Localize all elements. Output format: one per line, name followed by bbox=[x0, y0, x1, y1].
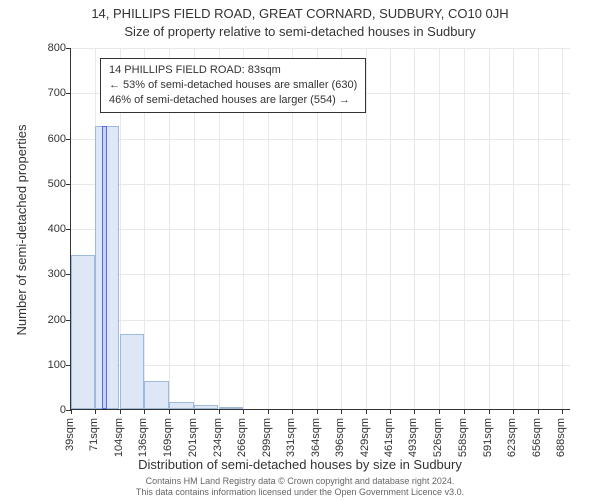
gridline-v bbox=[464, 48, 465, 409]
xtick-label: 104sqm bbox=[113, 418, 125, 457]
chart-subtitle: Size of property relative to semi-detach… bbox=[0, 24, 600, 39]
annotation-box: 14 PHILLIPS FIELD ROAD: 83sqm ← 53% of s… bbox=[100, 58, 366, 113]
ytick-mark bbox=[66, 48, 71, 49]
xtick-label: 429sqm bbox=[359, 418, 371, 457]
histogram-bar bbox=[194, 405, 218, 409]
xtick-label: 331sqm bbox=[285, 418, 297, 457]
gridline-h bbox=[71, 139, 570, 140]
xtick-mark bbox=[341, 409, 342, 414]
xtick-mark bbox=[390, 409, 391, 414]
xtick-label: 396sqm bbox=[334, 418, 346, 457]
xtick-label: 623sqm bbox=[506, 418, 518, 457]
ytick-mark bbox=[66, 139, 71, 140]
gridline-v bbox=[513, 48, 514, 409]
footer-line1: Contains HM Land Registry data © Crown c… bbox=[0, 476, 600, 487]
ytick-mark bbox=[66, 229, 71, 230]
xtick-label: 656sqm bbox=[531, 418, 543, 457]
xtick-mark bbox=[538, 409, 539, 414]
xtick-mark bbox=[292, 409, 293, 414]
gridline-h bbox=[71, 320, 570, 321]
ytick-label: 600 bbox=[26, 133, 66, 145]
xtick-label: 169sqm bbox=[162, 418, 174, 457]
xtick-mark bbox=[71, 409, 72, 414]
xtick-label: 688sqm bbox=[555, 418, 567, 457]
ytick-label: 0 bbox=[26, 404, 66, 416]
ytick-label: 500 bbox=[26, 178, 66, 190]
ytick-label: 300 bbox=[26, 268, 66, 280]
xtick-mark bbox=[243, 409, 244, 414]
xtick-mark bbox=[219, 409, 220, 414]
xtick-label: 526sqm bbox=[432, 418, 444, 457]
annotation-line3: 46% of semi-detached houses are larger (… bbox=[109, 93, 357, 108]
xtick-mark bbox=[439, 409, 440, 414]
xtick-label: 364sqm bbox=[310, 418, 322, 457]
ytick-label: 100 bbox=[26, 359, 66, 371]
gridline-v bbox=[390, 48, 391, 409]
gridline-h bbox=[71, 184, 570, 185]
xtick-mark bbox=[120, 409, 121, 414]
xtick-label: 39sqm bbox=[64, 418, 76, 451]
histogram-bar bbox=[144, 381, 168, 410]
footer-line2: This data contains information licensed … bbox=[0, 487, 600, 498]
ytick-mark bbox=[66, 93, 71, 94]
xtick-mark bbox=[513, 409, 514, 414]
ytick-label: 800 bbox=[26, 42, 66, 54]
gridline-h bbox=[71, 274, 570, 275]
gridline-v bbox=[439, 48, 440, 409]
gridline-v bbox=[414, 48, 415, 409]
gridline-v bbox=[538, 48, 539, 409]
xtick-mark bbox=[169, 409, 170, 414]
xtick-mark bbox=[489, 409, 490, 414]
xtick-label: 136sqm bbox=[137, 418, 149, 457]
gridline-h bbox=[71, 365, 570, 366]
annotation-line1: 14 PHILLIPS FIELD ROAD: 83sqm bbox=[109, 63, 357, 78]
xtick-mark bbox=[464, 409, 465, 414]
gridline-v bbox=[562, 48, 563, 409]
gridline-v bbox=[489, 48, 490, 409]
histogram-bar bbox=[95, 126, 119, 409]
chart-title-address: 14, PHILLIPS FIELD ROAD, GREAT CORNARD, … bbox=[0, 6, 600, 21]
xtick-mark bbox=[414, 409, 415, 414]
xtick-label: 266sqm bbox=[236, 418, 248, 457]
xtick-mark bbox=[366, 409, 367, 414]
annotation-line2: ← 53% of semi-detached houses are smalle… bbox=[109, 78, 357, 93]
footer-attribution: Contains HM Land Registry data © Crown c… bbox=[0, 476, 600, 498]
xtick-label: 71sqm bbox=[88, 418, 100, 451]
highlight-bar bbox=[102, 126, 107, 409]
x-axis-label: Distribution of semi-detached houses by … bbox=[0, 457, 600, 472]
xtick-mark bbox=[194, 409, 195, 414]
ytick-label: 700 bbox=[26, 87, 66, 99]
histogram-bar bbox=[71, 255, 95, 409]
xtick-label: 461sqm bbox=[383, 418, 395, 457]
gridline-h bbox=[71, 229, 570, 230]
xtick-mark bbox=[144, 409, 145, 414]
xtick-label: 591sqm bbox=[482, 418, 494, 457]
ytick-mark bbox=[66, 184, 71, 185]
xtick-label: 299sqm bbox=[261, 418, 273, 457]
xtick-label: 234sqm bbox=[212, 418, 224, 457]
xtick-mark bbox=[268, 409, 269, 414]
xtick-label: 558sqm bbox=[457, 418, 469, 457]
xtick-label: 493sqm bbox=[407, 418, 419, 457]
ytick-label: 400 bbox=[26, 223, 66, 235]
histogram-bar bbox=[120, 334, 144, 409]
xtick-label: 201sqm bbox=[187, 418, 199, 457]
histogram-bar bbox=[219, 407, 243, 409]
ytick-label: 200 bbox=[26, 314, 66, 326]
histogram-bar bbox=[169, 402, 193, 409]
xtick-mark bbox=[317, 409, 318, 414]
gridline-h bbox=[71, 48, 570, 49]
xtick-mark bbox=[562, 409, 563, 414]
xtick-mark bbox=[95, 409, 96, 414]
